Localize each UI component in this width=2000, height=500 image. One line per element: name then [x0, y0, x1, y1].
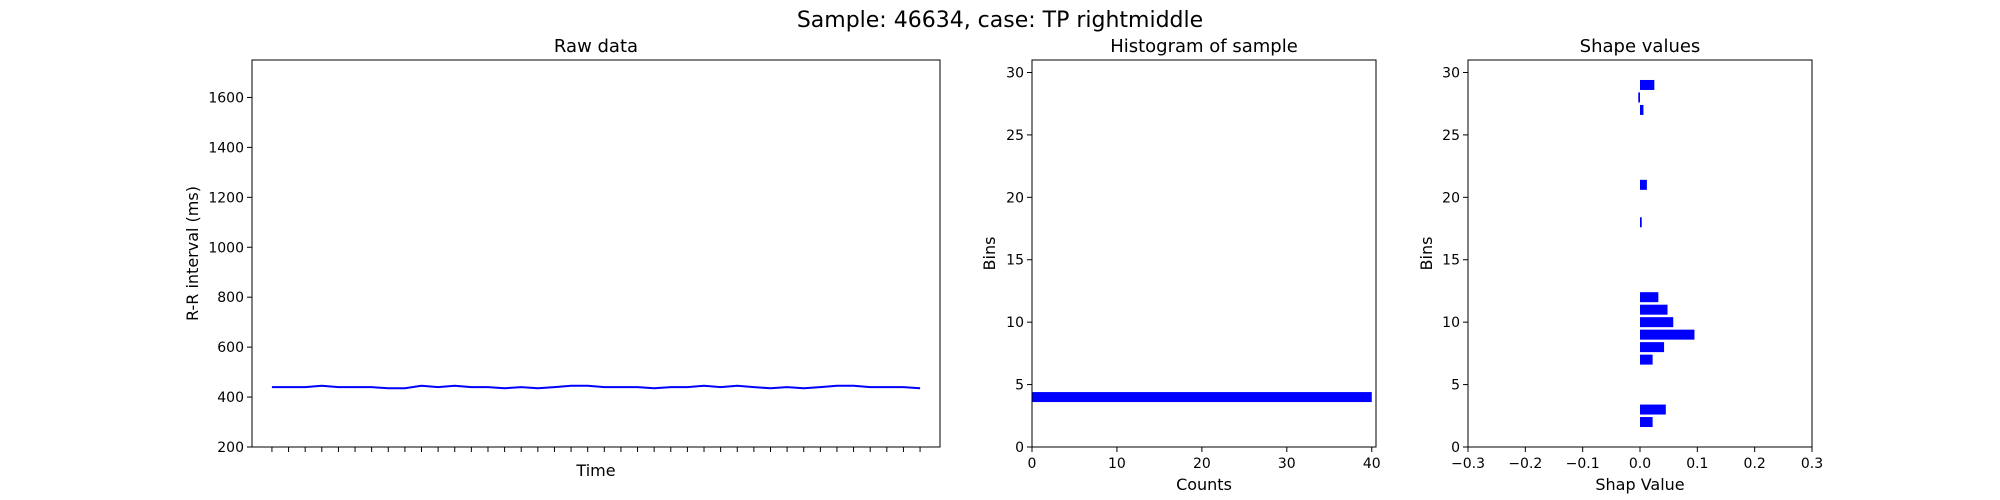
histogram-plot-area: 0 10 20 30 40 0 5 10 15 20 25 30	[1006, 65, 1380, 472]
shap-ytick-label-1: 5	[1451, 378, 1460, 394]
hist-ytick-label-3: 15	[1006, 253, 1024, 269]
raw-ytick-label-0: 200	[217, 440, 244, 456]
shap-bar-1	[1640, 404, 1666, 415]
hist-ytick-label-0: 0	[1015, 440, 1024, 456]
shap-bar-4	[1640, 329, 1695, 340]
histogram-xlabel: Counts	[1176, 475, 1232, 494]
shap-xtick-label-1: −0.2	[1508, 456, 1542, 472]
shap-ytick-label-3: 15	[1442, 253, 1460, 269]
raw-ytick-label-3: 800	[217, 290, 244, 306]
shap-ytick-label-4: 20	[1442, 190, 1460, 206]
shap-bar-9	[1640, 179, 1647, 190]
hist-ytick-label-2: 10	[1006, 315, 1024, 331]
shap-xtick-label-3: 0.0	[1629, 456, 1651, 472]
raw-ytick-label-6: 1400	[208, 140, 244, 156]
shap-bar-2	[1640, 354, 1653, 365]
hist-ytick-label-5: 25	[1006, 128, 1024, 144]
shap-bar-3	[1640, 342, 1665, 353]
histogram-ylabel: Bins	[980, 237, 999, 271]
shape-values-xlabel: Shap Value	[1595, 475, 1684, 494]
histogram-frame	[1031, 59, 1377, 448]
shape-values-title: Shape values	[1580, 36, 1701, 57]
raw-data-ylabel: R-R interval (ms)	[183, 186, 202, 321]
shap-xtick-label-6: 0.3	[1801, 456, 1823, 472]
histogram-panel: Histogram of sample 0 10 20 30 40 0 5 10 15 20 25 3…	[980, 36, 1381, 494]
shap-bar-7	[1640, 292, 1659, 303]
shap-ytick-label-2: 10	[1442, 315, 1460, 331]
raw-ytick-label-7: 1600	[208, 90, 244, 106]
shape-values-ylabel: Bins	[1417, 237, 1436, 271]
shap-ytick-label-0: 0	[1451, 440, 1460, 456]
shap-xtick-label-0: −0.3	[1451, 456, 1485, 472]
shap-ytick-label-5: 25	[1442, 128, 1460, 144]
hist-ytick-label-6: 30	[1006, 65, 1024, 81]
shape-values-panel: Shape values −0.3 −0.2 −0.1 0.0 0.1 0.2 0.3 0 5 1…	[1417, 36, 1823, 494]
shap-bar-8	[1640, 217, 1642, 228]
hist-xtick-label-4: 40	[1363, 456, 1381, 472]
raw-data-plot-area: 200 400 600 800 1000 1200 1400 1600	[208, 90, 921, 456]
histogram-title: Histogram of sample	[1110, 36, 1298, 57]
raw-data-frame	[251, 59, 941, 448]
shap-bar-12	[1640, 79, 1655, 90]
shap-xtick-label-2: −0.1	[1566, 456, 1600, 472]
raw-data-title: Raw data	[554, 36, 638, 57]
shap-bar-10	[1640, 104, 1644, 115]
raw-data-xlabel: Time	[575, 461, 615, 480]
hist-xtick-label-1: 10	[1108, 456, 1126, 472]
hist-xtick-label-3: 30	[1278, 456, 1296, 472]
shap-xtick-label-4: 0.1	[1686, 456, 1708, 472]
shap-bar-5	[1640, 317, 1674, 328]
shap-bar-0	[1640, 417, 1653, 428]
hist-ytick-label-4: 20	[1006, 190, 1024, 206]
shap-ytick-label-6: 30	[1442, 65, 1460, 81]
raw-ytick-label-5: 1200	[208, 190, 244, 206]
shap-bar-11	[1638, 92, 1640, 103]
figure-title: Sample: 46634, case: TP rightmiddle	[797, 8, 1203, 33]
raw-data-panel: Raw data 200 400 600 800 1000 1200 1400 1600 Ti…	[183, 36, 941, 480]
hist-xtick-label-2: 20	[1193, 456, 1211, 472]
rr-interval-line	[271, 384, 921, 390]
hist-xtick-label-0: 0	[1028, 456, 1037, 472]
raw-ytick-label-4: 1000	[208, 240, 244, 256]
shap-xtick-label-5: 0.2	[1744, 456, 1766, 472]
shape-values-frame	[1467, 59, 1813, 448]
hist-ytick-label-1: 5	[1015, 378, 1024, 394]
histogram-bar-0	[1032, 392, 1372, 403]
shape-values-plot-area: −0.3 −0.2 −0.1 0.0 0.1 0.2 0.3 0 5 10 15 20 25 30	[1442, 65, 1823, 472]
raw-ytick-label-1: 400	[217, 390, 244, 406]
shap-bar-6	[1640, 304, 1668, 315]
raw-ytick-label-2: 600	[217, 340, 244, 356]
